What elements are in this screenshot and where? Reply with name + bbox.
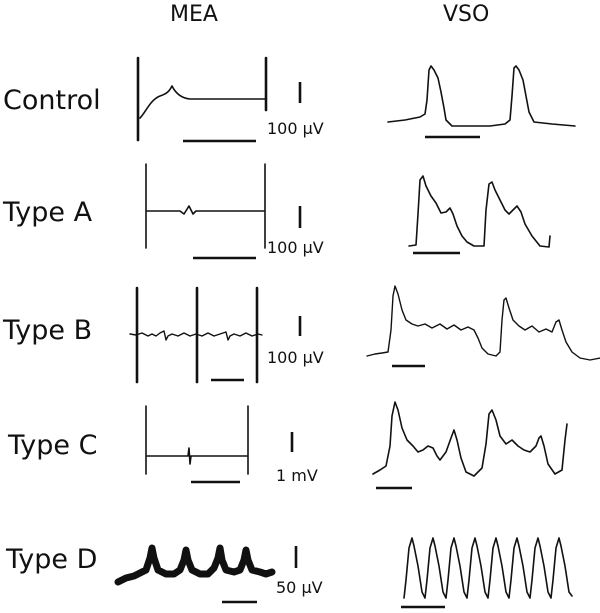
scale-label-type-c: 1 mV [276, 466, 318, 485]
scale-label-control: 100 μV [267, 119, 324, 138]
mea-trace-type-a [145, 163, 266, 249]
mea-trace-type-b [129, 286, 263, 384]
vso-trace-type-a [408, 175, 551, 248]
mea-trace-type-c [145, 405, 249, 475]
mea-trace-control [136, 56, 268, 142]
row-label-type-a: Type A [3, 197, 93, 228]
vso-trace-type-b [366, 285, 600, 361]
row-label-type-b: Type B [3, 315, 93, 346]
vso-trace-type-c [372, 401, 568, 477]
mea-column-header: MEA [170, 2, 218, 27]
vso-column-header: VSO [443, 2, 490, 27]
mea-trace-type-d [114, 544, 276, 586]
vso-trace-type-d [403, 537, 573, 599]
scale-label-type-d: 50 μV [276, 578, 323, 597]
scale-label-type-b: 100 μV [267, 348, 324, 367]
vso-trace-control [387, 65, 576, 127]
row-label-control: Control [3, 85, 101, 116]
row-label-type-d: Type D [6, 544, 98, 575]
row-label-type-c: Type C [8, 430, 98, 461]
scale-label-type-a: 100 μV [267, 238, 324, 257]
